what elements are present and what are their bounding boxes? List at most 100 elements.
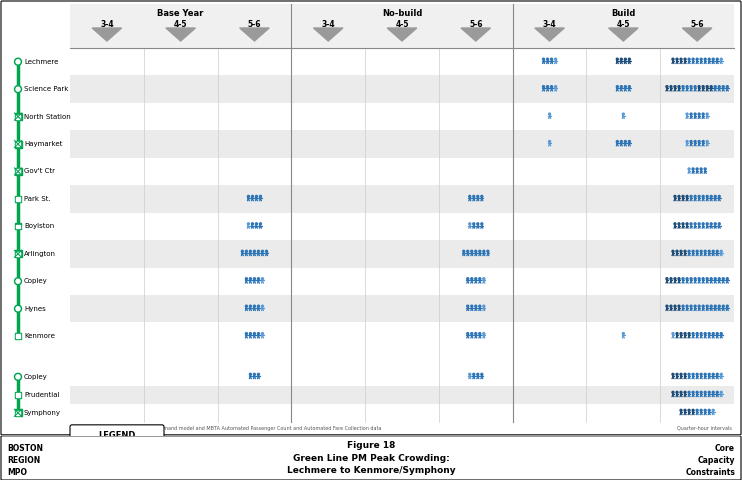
Bar	[70, 240, 734, 267]
Circle shape	[690, 278, 692, 280]
Circle shape	[15, 305, 22, 312]
Circle shape	[720, 391, 722, 393]
Circle shape	[715, 85, 716, 88]
Circle shape	[686, 113, 688, 115]
Circle shape	[467, 333, 469, 335]
Circle shape	[702, 141, 704, 143]
Circle shape	[702, 195, 704, 197]
Circle shape	[483, 333, 485, 335]
Circle shape	[712, 250, 715, 252]
Circle shape	[678, 278, 680, 280]
Bar	[16, 169, 20, 173]
Circle shape	[678, 85, 680, 88]
Text: Overcrowded
100 to 112: Overcrowded 100 to 112	[88, 467, 127, 479]
Circle shape	[680, 373, 682, 375]
Circle shape	[628, 85, 631, 88]
Circle shape	[716, 250, 718, 252]
Circle shape	[706, 113, 708, 115]
Circle shape	[680, 250, 682, 252]
Circle shape	[698, 85, 700, 88]
Circle shape	[467, 278, 469, 280]
Circle shape	[16, 279, 20, 283]
Circle shape	[720, 333, 722, 335]
Text: REGION: REGION	[7, 456, 40, 465]
Circle shape	[682, 195, 684, 197]
Circle shape	[554, 58, 556, 60]
Circle shape	[690, 195, 692, 197]
Circle shape	[684, 250, 686, 252]
Text: Boylston: Boylston	[24, 223, 54, 229]
Circle shape	[704, 58, 706, 60]
Circle shape	[551, 85, 553, 88]
Circle shape	[479, 250, 481, 252]
Circle shape	[698, 141, 700, 143]
Circle shape	[708, 58, 710, 60]
Circle shape	[473, 373, 475, 375]
Circle shape	[722, 85, 724, 88]
Text: Base Year: Base Year	[157, 9, 204, 18]
Circle shape	[702, 305, 704, 307]
Circle shape	[246, 278, 247, 280]
Circle shape	[249, 278, 252, 280]
Circle shape	[249, 250, 252, 252]
Circle shape	[254, 278, 255, 280]
Circle shape	[698, 305, 700, 307]
Circle shape	[483, 305, 485, 307]
Circle shape	[680, 58, 682, 60]
Text: Gov't Ctr: Gov't Ctr	[24, 168, 55, 175]
Circle shape	[674, 223, 676, 225]
Circle shape	[261, 333, 263, 335]
Circle shape	[470, 305, 473, 307]
Polygon shape	[313, 28, 343, 41]
Text: Haymarket: Haymarket	[24, 141, 62, 147]
Text: Capacity: Capacity	[697, 456, 735, 465]
Bar	[15, 168, 22, 175]
Circle shape	[688, 58, 690, 60]
Circle shape	[698, 278, 700, 280]
Circle shape	[255, 223, 257, 225]
Bar	[70, 295, 734, 323]
Bar	[16, 393, 20, 396]
Circle shape	[670, 85, 672, 88]
Text: Constraints: Constraints	[685, 468, 735, 477]
Circle shape	[15, 278, 22, 285]
Circle shape	[698, 223, 700, 225]
Circle shape	[700, 333, 702, 335]
Circle shape	[674, 305, 676, 307]
Circle shape	[547, 85, 548, 88]
Circle shape	[676, 58, 678, 60]
Bar	[16, 225, 20, 228]
Circle shape	[682, 278, 684, 280]
Circle shape	[696, 58, 698, 60]
Circle shape	[700, 250, 702, 252]
Circle shape	[252, 195, 254, 197]
Circle shape	[487, 250, 489, 252]
Bar	[15, 333, 21, 339]
Circle shape	[246, 250, 247, 252]
Bar	[70, 75, 734, 103]
Circle shape	[249, 305, 252, 307]
Circle shape	[718, 305, 720, 307]
Circle shape	[694, 223, 696, 225]
Circle shape	[708, 391, 710, 393]
Circle shape	[682, 223, 684, 225]
Circle shape	[710, 278, 712, 280]
Circle shape	[16, 307, 20, 311]
Text: Copley: Copley	[24, 374, 47, 380]
Circle shape	[620, 141, 623, 143]
Circle shape	[702, 85, 704, 88]
Circle shape	[551, 58, 553, 60]
Circle shape	[706, 223, 708, 225]
Text: MPO: MPO	[7, 468, 27, 477]
Circle shape	[260, 195, 261, 197]
Circle shape	[726, 278, 729, 280]
Circle shape	[715, 223, 716, 225]
Circle shape	[249, 333, 252, 335]
Circle shape	[694, 278, 696, 280]
Text: 4-5: 4-5	[174, 20, 188, 29]
Circle shape	[674, 278, 676, 280]
Bar	[15, 196, 21, 202]
Polygon shape	[461, 28, 490, 41]
Bar	[16, 334, 20, 338]
Circle shape	[706, 305, 708, 307]
